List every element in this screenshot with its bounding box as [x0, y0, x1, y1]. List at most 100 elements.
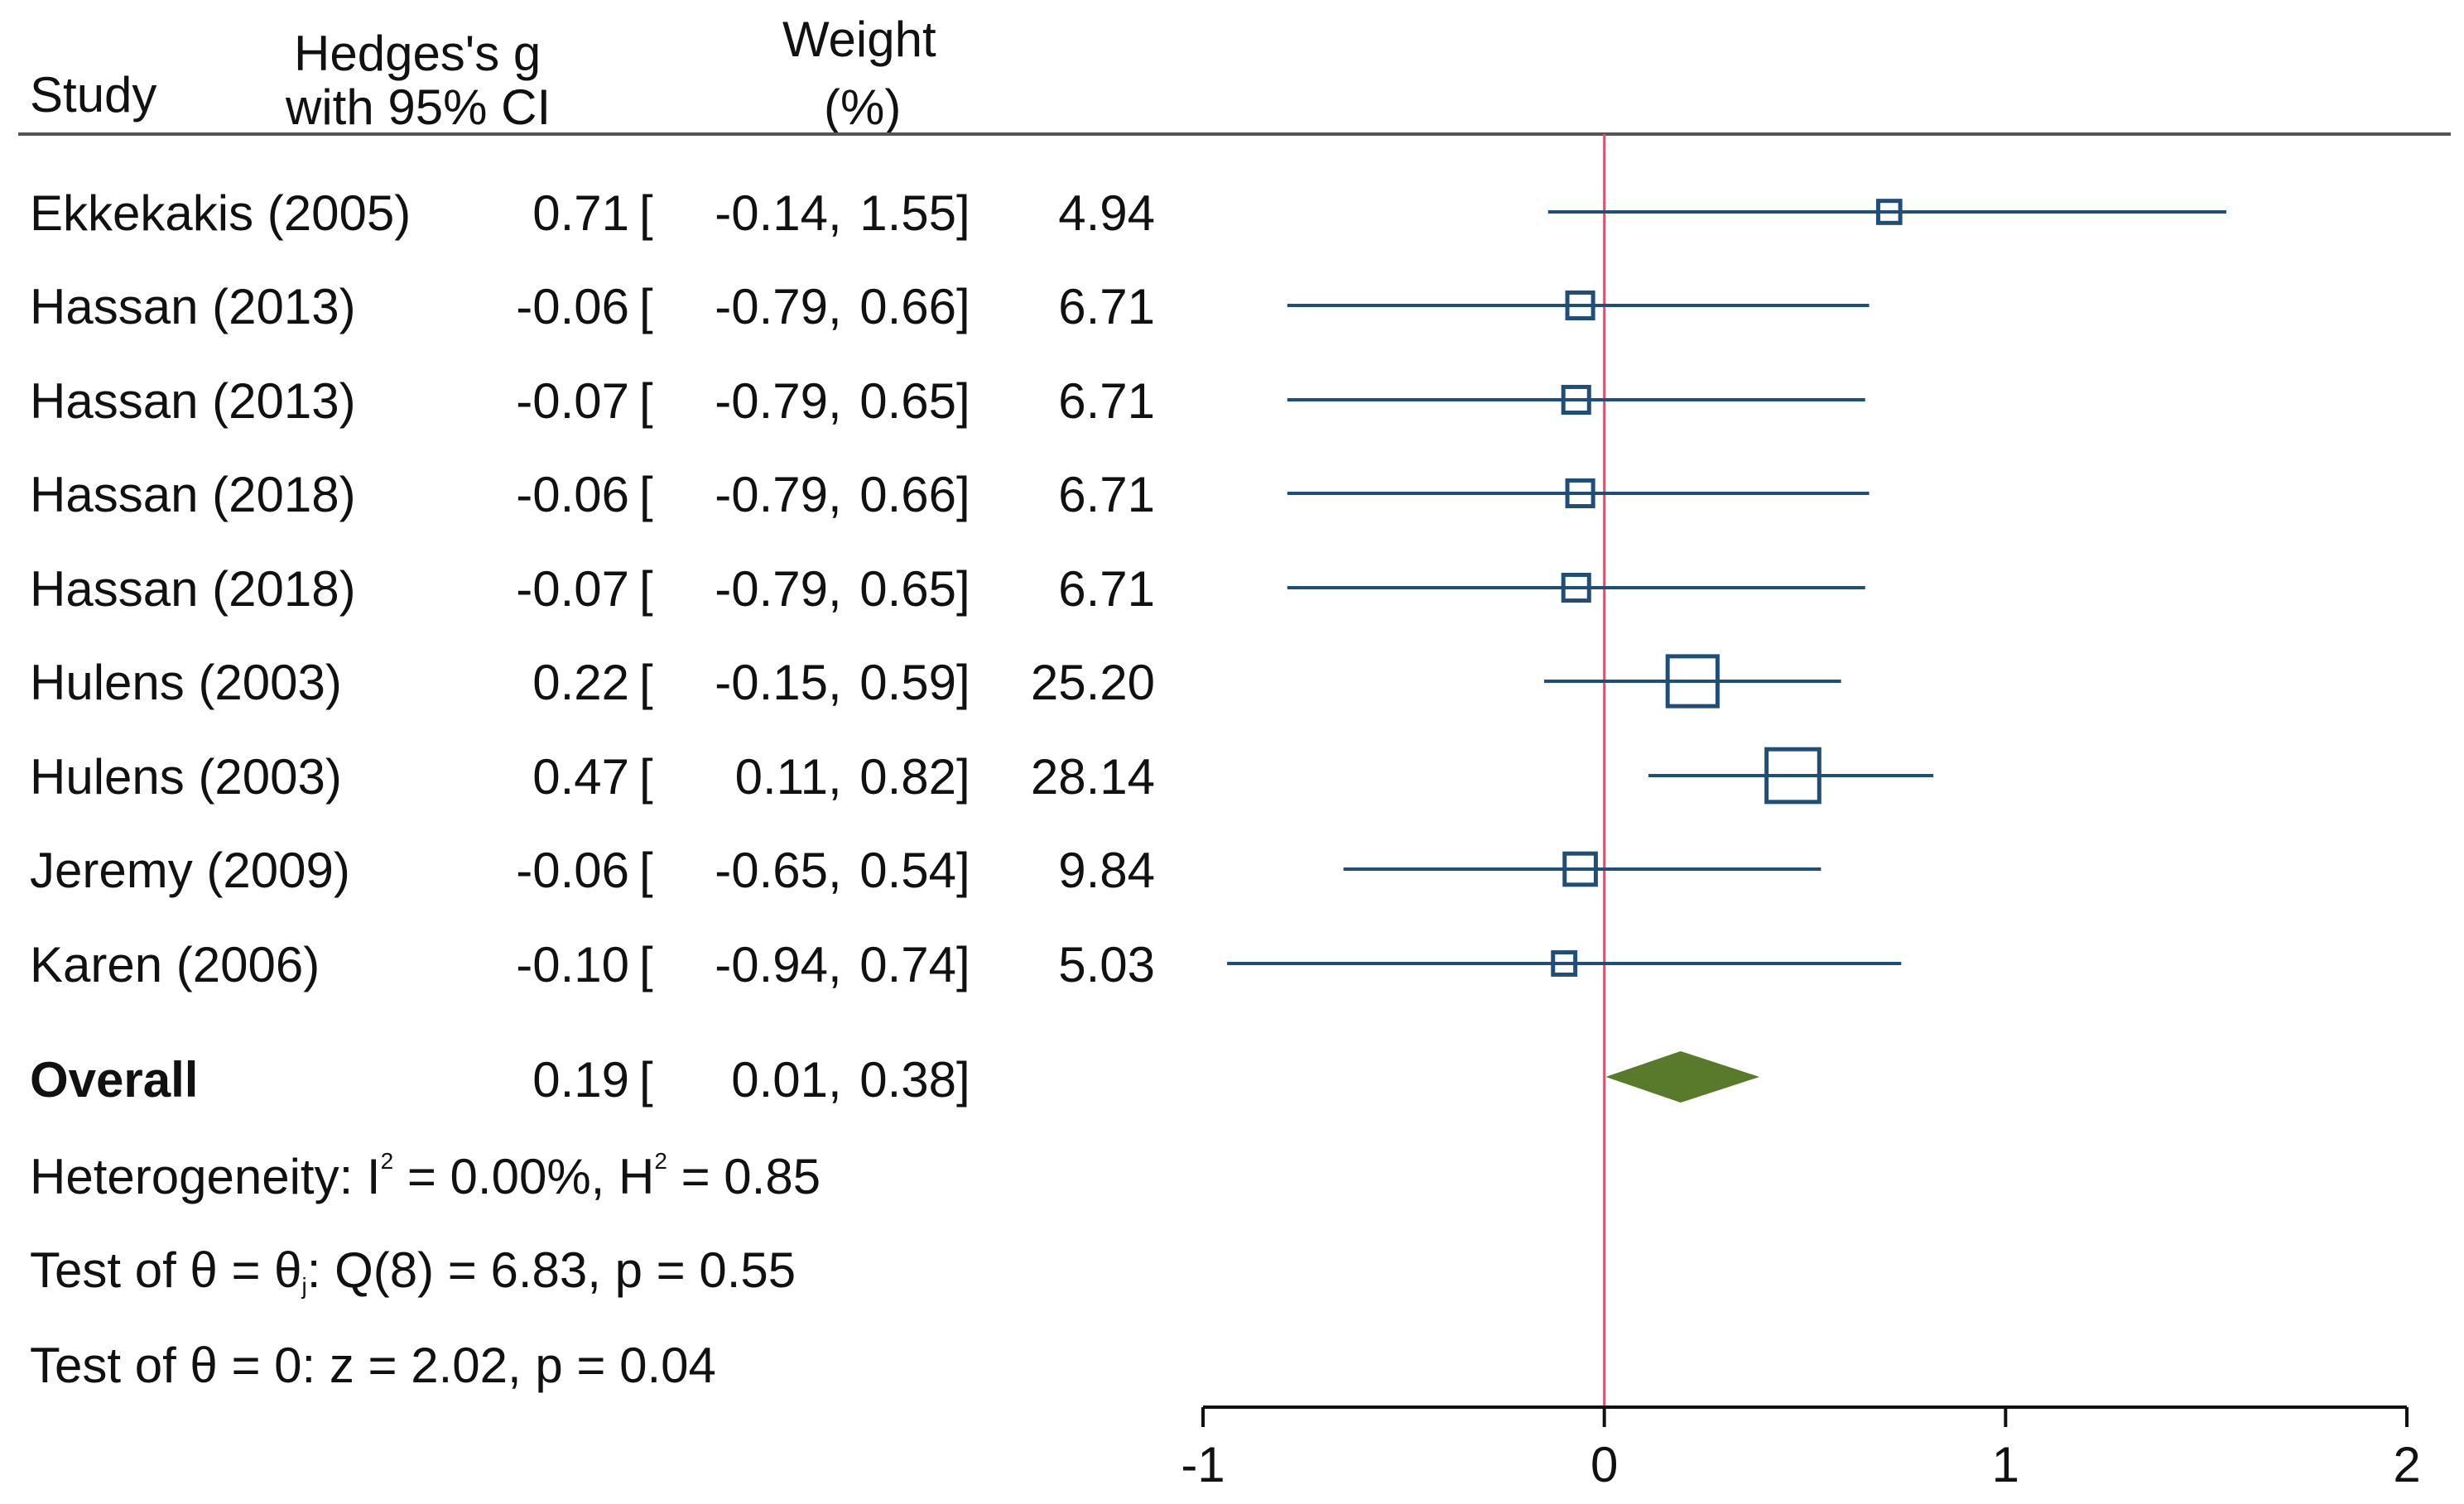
row-ci-lower: -0.65 [715, 843, 828, 898]
row-weight: 6.71 [1058, 373, 1155, 429]
row-ci-upper: 0.74 [859, 937, 956, 992]
effect-marker [1561, 572, 1591, 603]
row-study-name: Hassan (2013) [30, 373, 356, 429]
row-bracket-close: ] [956, 185, 970, 241]
overall-bracket-open: [ [639, 1052, 653, 1108]
effect-marker [1551, 950, 1578, 977]
row-ci-comma: , [828, 561, 842, 617]
row-ci-lower: -0.15 [715, 655, 828, 710]
row-study-name: Hulens (2003) [30, 749, 342, 805]
row-ci-comma: , [828, 749, 842, 805]
row-ci-lower: 0.11 [734, 749, 828, 805]
row-ci-lower: -0.79 [715, 279, 828, 334]
row-bracket-close: ] [956, 373, 970, 429]
effect-marker [1565, 478, 1595, 509]
row-ci-comma: , [828, 655, 842, 710]
row-ci-lower: -0.94 [715, 937, 828, 992]
effect-marker [1561, 384, 1591, 416]
header-effect-line1: Hedges's g [294, 26, 541, 81]
row-weight: 25.20 [1030, 655, 1155, 710]
row-ci-upper: 0.65 [859, 373, 956, 429]
row-ci-comma: , [828, 185, 842, 241]
header-study: Study [30, 67, 157, 123]
row-ci-comma: , [828, 937, 842, 992]
row-ci-upper: 0.59 [859, 655, 956, 710]
row-weight: 6.71 [1058, 561, 1155, 617]
row-study-name: Hulens (2003) [30, 655, 342, 710]
effect-marker [1764, 747, 1822, 805]
effect-marker [1665, 654, 1720, 709]
row-estimate: -0.10 [516, 937, 629, 992]
row-weight: 6.71 [1058, 467, 1155, 522]
overall-ci-lower: 0.01 [731, 1052, 828, 1108]
x-tick-label: 2 [2393, 1437, 2420, 1492]
row-estimate: 0.71 [532, 185, 629, 241]
header-weight-line2: (%) [824, 79, 902, 135]
row-study-name: Hassan (2018) [30, 561, 356, 617]
x-tick-label: 1 [1992, 1437, 2019, 1492]
effect-marker [1565, 290, 1595, 321]
row-bracket-close: ] [956, 749, 970, 805]
row-bracket-open: [ [639, 561, 653, 617]
row-ci-comma: , [828, 843, 842, 898]
row-study-name: Hassan (2018) [30, 467, 356, 522]
row-weight: 28.14 [1030, 749, 1155, 805]
overall-label: Overall [30, 1052, 199, 1108]
row-study-name: Hassan (2013) [30, 279, 356, 334]
row-ci-comma: , [828, 279, 842, 334]
row-ci-comma: , [828, 373, 842, 429]
overall-estimate: 0.19 [532, 1052, 629, 1108]
row-bracket-close: ] [956, 937, 970, 992]
x-tick-label: -1 [1181, 1437, 1225, 1492]
overall-diamond [1605, 1050, 1760, 1103]
row-bracket-open: [ [639, 373, 653, 429]
plot-layer: -1 0 1 2 [1181, 134, 2421, 1492]
test-theta-text: Test of θ = θj: Q(8) = 6.83, p = 0.55 [30, 1242, 796, 1299]
row-ci-upper: 0.82 [859, 749, 956, 805]
effect-marker [1562, 851, 1598, 887]
row-ci-lower: -0.79 [715, 467, 828, 522]
x-tick-label: 0 [1591, 1437, 1618, 1492]
row-bracket-open: [ [639, 279, 653, 334]
row-ci-lower: -0.14 [715, 185, 828, 241]
row-ci-comma: , [828, 467, 842, 522]
row-bracket-close: ] [956, 655, 970, 710]
row-weight: 5.03 [1058, 937, 1155, 992]
heterogeneity-text: Heterogeneity: I2 = 0.00%, H2 = 0.85 [30, 1148, 821, 1204]
row-estimate: 0.47 [532, 749, 629, 805]
row-ci-upper: 0.66 [859, 279, 956, 334]
test-zero-text: Test of θ = 0: z = 2.02, p = 0.04 [30, 1338, 716, 1393]
row-ci-upper: 0.54 [859, 843, 956, 898]
row-ci-upper: 0.66 [859, 467, 956, 522]
row-estimate: -0.07 [516, 561, 629, 617]
row-weight: 6.71 [1058, 279, 1155, 334]
row-estimate: -0.07 [516, 373, 629, 429]
header-effect-line2: with 95% CI [286, 79, 551, 135]
row-bracket-open: [ [639, 749, 653, 805]
row-study-name: Jeremy (2009) [30, 843, 350, 898]
row-ci-lower: -0.79 [715, 561, 828, 617]
overall-ci-comma: , [828, 1052, 842, 1108]
row-bracket-close: ] [956, 561, 970, 617]
header-weight-line1: Weight [782, 12, 936, 67]
overall-ci-upper: 0.38 [859, 1052, 956, 1108]
row-bracket-open: [ [639, 843, 653, 898]
row-estimate: -0.06 [516, 279, 629, 334]
row-estimate: 0.22 [532, 655, 629, 710]
row-study-name: Ekkekakis (2005) [30, 185, 411, 241]
row-bracket-open: [ [639, 467, 653, 522]
row-ci-upper: 1.55 [859, 185, 956, 241]
row-estimate: -0.06 [516, 843, 629, 898]
row-bracket-open: [ [639, 185, 653, 241]
row-study-name: Karen (2006) [30, 937, 320, 992]
row-bracket-open: [ [639, 655, 653, 710]
row-bracket-open: [ [639, 937, 653, 992]
row-estimate: -0.06 [516, 467, 629, 522]
row-bracket-close: ] [956, 843, 970, 898]
row-weight: 9.84 [1058, 843, 1155, 898]
row-ci-upper: 0.65 [859, 561, 956, 617]
overall-bracket-close: ] [956, 1052, 970, 1108]
row-bracket-close: ] [956, 467, 970, 522]
row-ci-lower: -0.79 [715, 373, 828, 429]
